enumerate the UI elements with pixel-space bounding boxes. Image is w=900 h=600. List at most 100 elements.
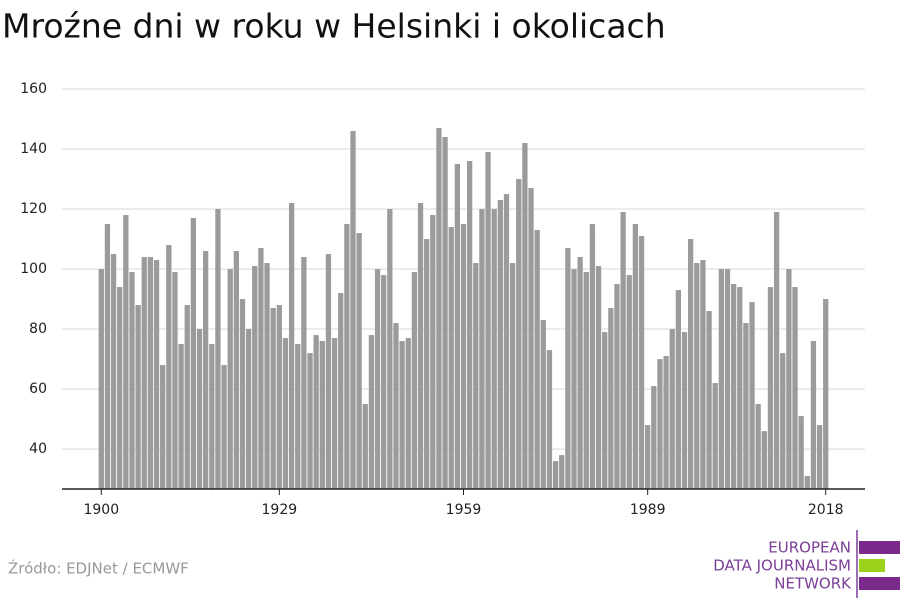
bar — [608, 308, 614, 489]
bar — [559, 455, 565, 489]
bar — [816, 425, 823, 489]
bar — [381, 275, 387, 489]
y-tick-label: 100 — [20, 261, 47, 277]
bar — [172, 272, 178, 489]
bar — [571, 269, 577, 489]
x-tick-label: 1989 — [630, 502, 666, 518]
bar — [454, 164, 461, 489]
bar — [104, 224, 111, 490]
source: Źródło: EDJNet / ECMWF — [8, 559, 189, 578]
bar — [583, 272, 589, 489]
chart-title: Mroźne dni w roku w Helsinki i okolicach — [2, 7, 666, 46]
y-tick-label: 60 — [29, 381, 47, 397]
bar — [792, 287, 798, 489]
bar — [448, 227, 454, 490]
bar — [688, 239, 694, 489]
bar — [730, 284, 737, 489]
bar — [178, 344, 184, 489]
bar — [761, 431, 767, 489]
bar — [190, 218, 197, 489]
bar — [620, 212, 626, 489]
bar — [141, 257, 147, 489]
bar — [387, 209, 393, 489]
bar — [424, 239, 430, 489]
bar — [589, 224, 596, 490]
bar — [810, 341, 817, 489]
bar — [110, 254, 117, 489]
bar — [196, 329, 203, 489]
bar — [497, 200, 503, 489]
bar — [117, 287, 123, 489]
bar — [737, 287, 743, 489]
bar — [749, 302, 755, 489]
bar — [153, 260, 160, 489]
bar — [270, 308, 276, 489]
bar — [767, 287, 774, 489]
bar — [411, 272, 418, 489]
bar — [325, 254, 332, 489]
bar — [473, 263, 479, 489]
bar — [638, 236, 645, 489]
bar — [356, 233, 362, 489]
bar — [823, 299, 829, 489]
x-tick-label: 1959 — [446, 502, 482, 518]
bar — [743, 323, 749, 489]
bar — [301, 257, 307, 489]
bar — [307, 353, 313, 489]
bar — [123, 215, 129, 489]
bar — [552, 461, 559, 489]
bar — [681, 332, 688, 489]
bar — [350, 131, 356, 489]
bar — [258, 248, 264, 489]
bar — [509, 263, 516, 489]
bar — [344, 224, 350, 490]
y-tick-label: 40 — [29, 441, 47, 457]
bar — [264, 263, 270, 489]
bar — [645, 425, 651, 489]
bar — [331, 338, 338, 489]
x-tick-label: 1929 — [262, 502, 298, 518]
bar — [215, 209, 221, 489]
bar — [503, 194, 510, 489]
bar — [657, 359, 663, 489]
bar — [485, 152, 491, 489]
bar — [724, 269, 731, 489]
bar — [669, 329, 675, 489]
bar — [417, 203, 424, 489]
bar — [577, 257, 583, 489]
bar — [252, 266, 258, 489]
bar — [374, 269, 381, 489]
bar — [534, 230, 540, 489]
bar — [700, 260, 706, 489]
bar — [798, 416, 804, 489]
bar — [338, 293, 344, 489]
bar — [565, 248, 571, 489]
bar — [614, 284, 620, 489]
bar — [786, 269, 792, 489]
y-tick-label: 120 — [20, 201, 47, 217]
bar — [436, 128, 442, 490]
bar — [368, 335, 375, 489]
bar — [319, 341, 325, 489]
bar — [362, 404, 368, 489]
bar — [804, 476, 810, 489]
bar — [675, 290, 682, 489]
bar — [491, 209, 497, 489]
bar — [160, 365, 166, 489]
bar — [184, 305, 190, 489]
logo-text: NETWORK — [774, 575, 852, 593]
x-tick-label: 1900 — [83, 502, 119, 518]
bar — [245, 329, 252, 489]
bar — [632, 224, 639, 490]
logo-bar — [859, 559, 885, 572]
bar — [442, 137, 448, 489]
logo-text: DATA JOURNALISM — [713, 557, 851, 575]
bar — [147, 257, 154, 489]
bar — [602, 332, 608, 489]
bar — [209, 344, 215, 489]
logo-bar — [859, 577, 900, 590]
bar — [694, 263, 700, 489]
bar — [405, 338, 411, 489]
bar — [129, 272, 135, 489]
